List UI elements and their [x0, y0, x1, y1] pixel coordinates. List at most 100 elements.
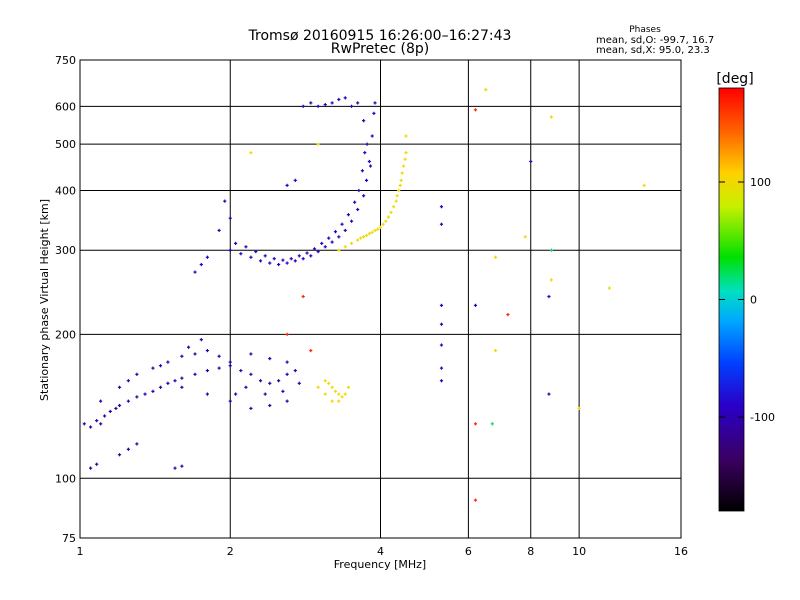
colorbar-tick-label: 0 [750, 294, 757, 307]
data-point [151, 366, 155, 370]
data-point [151, 389, 155, 393]
data-point [316, 104, 320, 108]
data-point [88, 466, 93, 470]
data-point [330, 399, 334, 403]
data-point [372, 111, 376, 115]
data-point [258, 379, 263, 383]
y-axis-ticks: 75 100 200 300 400 500 600 750 [55, 54, 76, 545]
data-point [180, 354, 184, 358]
data-point [268, 381, 272, 385]
data-point [362, 119, 366, 123]
data-point [359, 236, 363, 240]
data-point [234, 392, 238, 396]
data-point [309, 254, 313, 258]
data-point [228, 216, 232, 220]
data-point [323, 245, 327, 249]
data-point [205, 368, 210, 373]
x-tick-label: 2 [227, 545, 234, 558]
colorbar-label: [deg] [716, 71, 753, 87]
data-point [180, 464, 184, 468]
x-tick-label: 8 [527, 545, 534, 558]
data-point [205, 348, 210, 353]
data-point [386, 215, 391, 219]
data-point [316, 142, 320, 146]
data-point [362, 235, 366, 239]
data-point [234, 241, 238, 246]
data-point [82, 422, 86, 426]
data-point [378, 225, 383, 229]
data-point [547, 294, 551, 299]
data-point [301, 257, 305, 261]
data-point [343, 96, 347, 100]
data-point [547, 392, 551, 396]
y-tick-label: 100 [55, 472, 76, 485]
data-point [373, 228, 377, 233]
data-point [404, 134, 408, 138]
data-point [268, 356, 272, 361]
data-point [327, 236, 331, 240]
data-point [529, 159, 533, 164]
data-point [362, 194, 366, 198]
data-point [439, 366, 444, 370]
data-point [244, 245, 248, 249]
data-point [293, 368, 297, 373]
data-point [223, 199, 227, 203]
data-point [349, 104, 354, 108]
data-point [549, 278, 554, 282]
data-point [343, 245, 347, 249]
x-tick-label: 4 [377, 545, 384, 558]
colorbar-ticks: 100 0 -100 [719, 176, 775, 424]
data-point [346, 385, 351, 389]
data-point [217, 228, 221, 233]
data-point [180, 385, 184, 389]
data-point [285, 183, 289, 187]
data-point [403, 157, 407, 161]
stats-heading: Phases [629, 25, 661, 35]
data-point [228, 248, 232, 252]
data-point [254, 250, 258, 254]
data-point [166, 381, 170, 385]
grid [80, 60, 681, 538]
data-point [297, 381, 301, 385]
x-tick-label: 16 [674, 545, 688, 558]
data-point [95, 462, 99, 466]
data-point [281, 389, 285, 393]
data-point [217, 354, 221, 358]
data-point [523, 235, 527, 239]
data-point [173, 379, 177, 383]
data-point [389, 210, 393, 214]
data-point [228, 399, 232, 403]
data-point [239, 368, 243, 373]
data-point [301, 294, 305, 299]
data-point [316, 385, 320, 389]
data-point [114, 406, 118, 411]
data-point [193, 270, 197, 274]
stats-line-o: mean, sd,O: -99.7, 16.7 [596, 35, 714, 46]
data-point [346, 213, 351, 217]
data-point [330, 240, 334, 244]
chart-title: Tromsø 20160915 16:26:00–16:27:43 [248, 28, 512, 44]
data-point [305, 251, 309, 255]
y-axis-label: Stationary phase Virtual Height [km] [38, 199, 51, 401]
data-point [330, 385, 334, 389]
data-point [337, 392, 341, 396]
data-point [135, 395, 139, 399]
data-point [199, 338, 203, 342]
data-point [364, 178, 369, 182]
data-point [397, 188, 401, 193]
x-axis-ticks: 1 2 4 6 8 10 16 [77, 545, 689, 558]
y-tick-label: 75 [62, 532, 76, 545]
data-point [549, 248, 554, 252]
data-point [404, 151, 408, 155]
data-point [506, 313, 510, 317]
data-point [333, 230, 338, 234]
data-point [301, 104, 305, 108]
data-point [205, 255, 210, 259]
y-tick-label: 750 [55, 54, 76, 67]
data-point [402, 164, 406, 168]
data-point [368, 164, 373, 168]
x-tick-label: 10 [572, 545, 586, 558]
data-point [398, 183, 402, 187]
data-point [473, 108, 478, 112]
y-tick-label: 400 [55, 184, 76, 197]
